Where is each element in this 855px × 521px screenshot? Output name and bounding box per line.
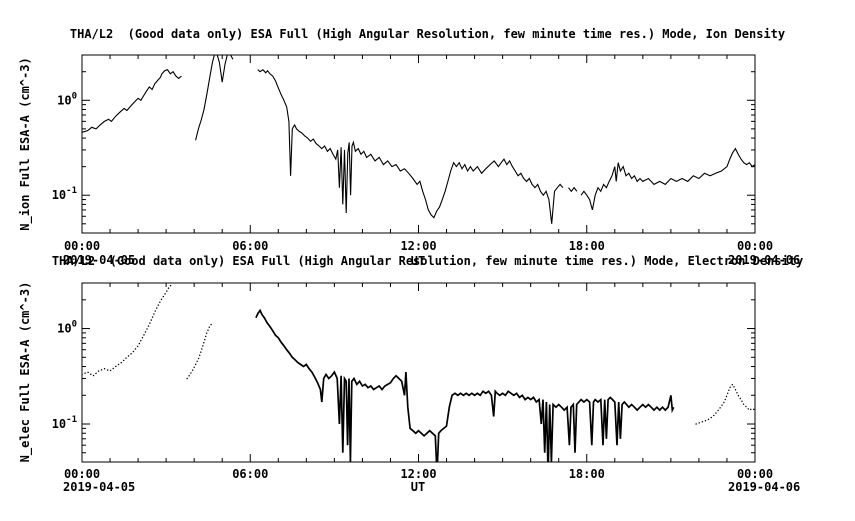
trace-segment — [255, 308, 675, 462]
panel-1-y-axis-label: N_ion Full ESA-A (cm^-3) — [18, 57, 32, 231]
x-tick-label: 06:00 — [232, 239, 268, 253]
axes-frame — [81, 282, 756, 463]
panel-1-date-right: 2019-04-06 — [728, 253, 801, 267]
panel-2: 00:00 06:00 12:00 18:00 00:00 100 10-1 — [52, 282, 773, 481]
x-tick-label: 06:00 — [232, 467, 268, 481]
y-tick-label: 10-1 — [52, 415, 77, 431]
x-tick-label: 12:00 — [400, 467, 436, 481]
panel-2-y-axis-label: N_elec Full ESA-A (cm^-3) — [18, 281, 32, 463]
trace-segment — [695, 383, 755, 425]
panel-1-date-left: 2019-04-05 — [63, 253, 136, 267]
panel-2-x-axis-label: UT — [410, 480, 426, 494]
panel-2-date-left: 2019-04-05 — [63, 480, 136, 494]
axes-frame — [81, 54, 756, 234]
panel-1: 00:00 06:00 12:00 18:00 00:00 100 10-1 — [52, 54, 773, 253]
panel-1-x-axis-label: UT — [410, 254, 426, 268]
y-tick-label: 100 — [57, 320, 77, 336]
x-tick-label: 18:00 — [569, 239, 605, 253]
y-tick-label: 100 — [57, 91, 77, 107]
ion-density-trace — [82, 55, 755, 224]
panel-2-date-right: 2019-04-06 — [728, 480, 801, 494]
trace-segment — [257, 68, 564, 224]
trace-segment — [82, 283, 173, 377]
x-tick-label: 12:00 — [400, 239, 436, 253]
electron-density-trace — [82, 283, 755, 425]
trace-segment — [568, 186, 578, 193]
x-tick-label: 18:00 — [569, 467, 605, 481]
trace-segment — [195, 55, 234, 141]
panel-2-title: THA/L2 (Good data only) ESA Full (High A… — [51, 254, 804, 268]
trace-segment — [186, 322, 214, 380]
x-tick-label: 00:00 — [737, 239, 773, 253]
x-tick-label: 00:00 — [64, 467, 100, 481]
electron-density-trace — [255, 308, 675, 462]
panel-1-title: THA/L2 (Good data only) ESA Full (High A… — [69, 27, 786, 41]
trace-segment — [580, 147, 755, 211]
trace-segment — [82, 69, 182, 133]
y-tick-label: 10-1 — [52, 186, 77, 202]
x-tick-label: 00:00 — [64, 239, 100, 253]
x-tick-label: 00:00 — [737, 467, 773, 481]
